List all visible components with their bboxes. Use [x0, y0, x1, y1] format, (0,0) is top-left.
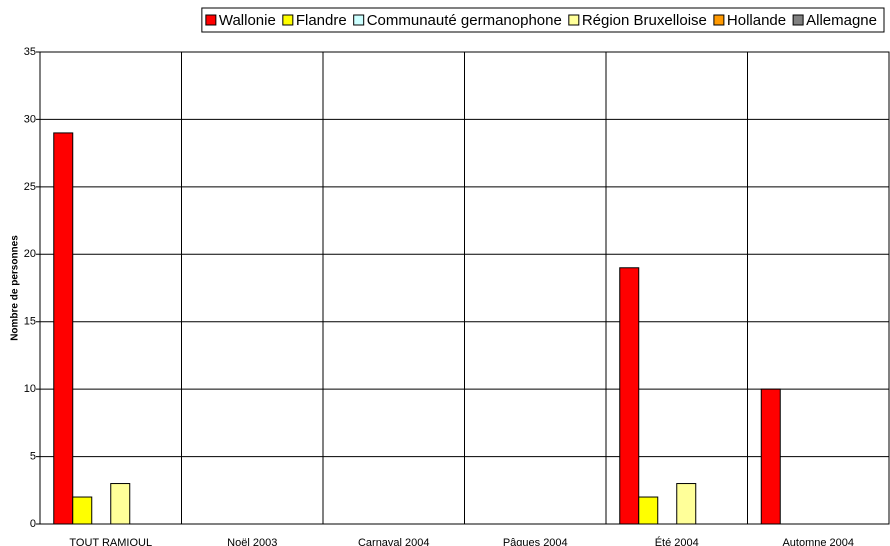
- legend-label: Wallonie: [219, 12, 276, 29]
- y-tick-label: 0: [30, 518, 36, 530]
- bar: [110, 483, 131, 525]
- legend-label: Communauté germanophone: [367, 12, 562, 29]
- y-tick-label: 35: [24, 46, 36, 58]
- y-tick-label: 20: [24, 248, 36, 260]
- legend-box: [201, 7, 885, 33]
- bar: [676, 483, 697, 525]
- y-tick-label: 15: [24, 316, 36, 328]
- legend-swatch: [713, 14, 725, 26]
- x-tick-label: Pâques 2004: [503, 537, 568, 546]
- plot-border: [39, 51, 890, 525]
- y-tick-label: 25: [24, 181, 36, 193]
- x-tick-label: Automne 2004: [782, 537, 854, 546]
- legend-swatch: [353, 14, 365, 26]
- legend-label: Flandre: [296, 12, 347, 29]
- legend-label: Hollande: [727, 12, 786, 29]
- legend-swatch: [282, 14, 294, 26]
- bar: [638, 496, 659, 525]
- x-tick-label: TOUT RAMIOUL: [69, 537, 152, 546]
- legend-label: Allemagne: [806, 12, 877, 29]
- bar: [619, 267, 640, 525]
- bar: [72, 496, 93, 525]
- legend-swatch: [205, 14, 217, 26]
- y-tick-label: 10: [24, 383, 36, 395]
- legend-swatch: [792, 14, 804, 26]
- x-tick-label: Noël 2003: [227, 537, 277, 546]
- x-tick-label: Carnaval 2004: [358, 537, 430, 546]
- bar: [760, 388, 781, 525]
- y-tick-label: 30: [24, 113, 36, 125]
- legend-swatch: [568, 14, 580, 26]
- x-tick-label: Été 2004: [655, 536, 699, 546]
- bar: [53, 132, 74, 525]
- y-axis-label: Nombre de personnes: [10, 235, 21, 341]
- y-tick-label: 5: [30, 450, 36, 462]
- legend-label: Région Bruxelloise: [582, 12, 707, 29]
